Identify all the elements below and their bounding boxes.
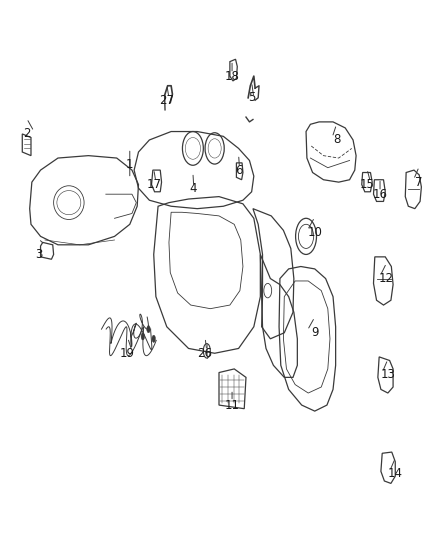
Ellipse shape (147, 326, 150, 333)
Ellipse shape (141, 333, 145, 340)
Text: 12: 12 (379, 272, 394, 285)
Text: 13: 13 (381, 368, 396, 382)
Text: 11: 11 (225, 399, 240, 411)
Text: 2: 2 (23, 127, 30, 140)
Text: 10: 10 (307, 227, 322, 239)
Text: 26: 26 (198, 347, 212, 360)
Text: 18: 18 (225, 70, 240, 83)
Text: 14: 14 (388, 467, 403, 480)
Text: 7: 7 (416, 176, 423, 189)
Text: 16: 16 (373, 188, 388, 201)
Text: 17: 17 (146, 178, 161, 191)
Text: 4: 4 (189, 182, 197, 195)
Text: 15: 15 (360, 178, 374, 191)
Text: 6: 6 (235, 164, 242, 176)
Text: 9: 9 (311, 326, 318, 340)
Text: 8: 8 (333, 133, 340, 147)
Ellipse shape (152, 335, 155, 342)
Text: 3: 3 (35, 248, 42, 261)
Text: 19: 19 (120, 347, 135, 360)
Text: 5: 5 (248, 91, 255, 104)
Text: 1: 1 (126, 158, 134, 171)
Text: 27: 27 (159, 94, 174, 107)
